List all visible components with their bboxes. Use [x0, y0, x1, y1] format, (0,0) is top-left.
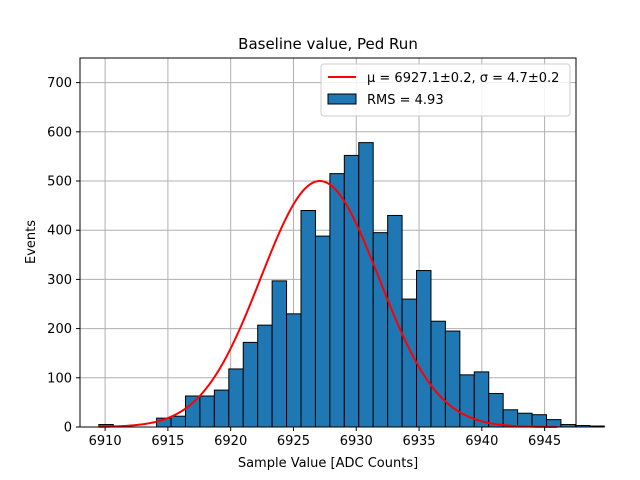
histogram-bar	[387, 214, 403, 428]
histogram-bar	[213, 389, 230, 428]
histogram-bar	[257, 324, 273, 428]
histogram-bars	[98, 142, 605, 428]
x-tick-label: 6915	[151, 434, 184, 449]
x-tick-label: 6910	[89, 434, 122, 449]
plot-frame	[79, 57, 577, 428]
histogram-bar	[574, 425, 591, 428]
x-tick-label: 6945	[528, 434, 561, 449]
y-tick-label: 400	[47, 224, 72, 239]
y-tick-label: 500	[47, 175, 72, 190]
x-axis-label: Sample Value [ADC Counts]	[238, 456, 418, 471]
histogram-bar	[531, 414, 547, 428]
gaussian-fit-curve	[98, 180, 558, 428]
histogram-bar	[170, 415, 186, 428]
histogram-bar	[430, 320, 446, 428]
histogram-bar	[184, 395, 201, 428]
histogram-bar	[271, 280, 288, 428]
x-tick-label: 6925	[277, 434, 310, 449]
y-axis-ticks: 0 100 200 300 400 500 600 700	[47, 76, 80, 436]
histogram-bar	[242, 341, 259, 428]
legend-histogram-label: RMS = 4.93	[367, 93, 444, 108]
legend-histogram-swatch	[327, 93, 357, 105]
histogram-bar	[314, 235, 331, 428]
histogram-bar	[286, 313, 302, 428]
histogram-bar	[372, 232, 389, 428]
histogram-bar	[589, 425, 605, 428]
y-tick-label: 300	[47, 273, 72, 288]
x-tick-label: 6920	[214, 434, 247, 449]
x-tick-label: 6935	[402, 434, 435, 449]
y-axis-label: Events	[24, 220, 39, 264]
y-tick-label: 100	[47, 371, 72, 386]
histogram-bar	[416, 270, 432, 428]
histogram-bar	[358, 142, 374, 428]
x-tick-label: 6940	[465, 434, 498, 449]
histogram-bar	[488, 393, 504, 428]
y-tick-label: 200	[47, 322, 72, 337]
histogram-bar	[401, 298, 418, 428]
y-tick-label: 600	[47, 125, 72, 140]
chart-title: Baseline value, Ped Run	[238, 35, 418, 53]
histogram-bar	[343, 154, 360, 428]
histogram-bar	[329, 173, 345, 428]
histogram-bar	[199, 395, 215, 428]
y-tick-label: 0	[64, 421, 72, 436]
legend-fit-label: μ = 6927.1±0.2, σ = 4.7±0.2	[367, 71, 559, 86]
histogram-bar	[228, 368, 244, 428]
histogram-bar	[444, 330, 461, 428]
x-axis-ticks: 6910 6915 6920 6925 6930 6935 6940 6945	[89, 427, 561, 449]
histogram-bar	[517, 412, 533, 428]
x-tick-label: 6930	[340, 434, 373, 449]
legend-box	[320, 63, 571, 117]
legend: μ = 6927.1±0.2, σ = 4.7±0.2 RMS = 4.93	[320, 63, 571, 117]
y-tick-label: 700	[47, 76, 72, 91]
histogram-bar	[300, 210, 316, 428]
